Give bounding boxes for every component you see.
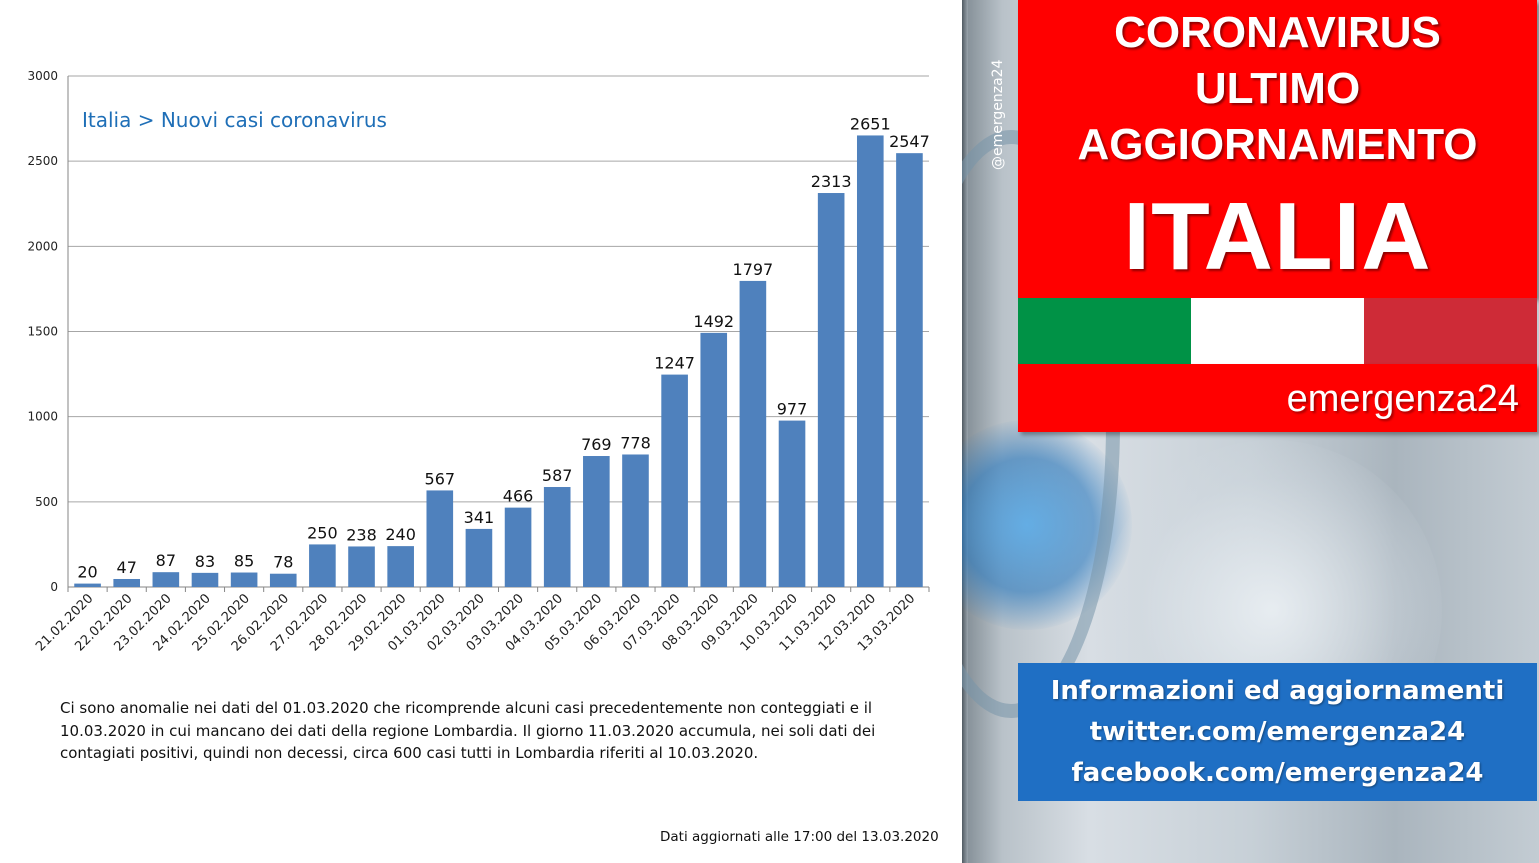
bar — [896, 153, 923, 587]
data-label: 587 — [542, 466, 573, 485]
bar — [230, 572, 258, 587]
data-label: 341 — [464, 508, 495, 527]
bar — [700, 332, 728, 587]
info-heading: Informazioni ed aggiornamenti — [1050, 676, 1505, 706]
flag-white-stripe — [1191, 298, 1364, 364]
bar — [74, 583, 101, 587]
chart-panel: 0 500 1000 1500 2000 2500 3000 20 21.02.2020 47 22… — [27, 69, 939, 845]
data-label: 47 — [117, 558, 137, 577]
handle-watermark: @emergenza24 — [990, 59, 1006, 171]
flag-green-stripe — [1018, 298, 1191, 364]
data-label: 240 — [385, 525, 416, 544]
data-label: 1492 — [693, 312, 734, 331]
bar — [622, 454, 649, 587]
data-label: 85 — [234, 552, 254, 571]
data-anomaly-note: Ci sono anomalie nei dati del 01.03.2020… — [60, 699, 876, 762]
bar — [348, 546, 375, 587]
headline-line-2: ULTIMO — [1194, 64, 1361, 113]
bar — [465, 528, 493, 587]
y-tick-label: 1000 — [27, 410, 58, 424]
bar — [817, 193, 845, 588]
y-tick-label: 3000 — [27, 69, 58, 83]
data-label: 2313 — [811, 172, 852, 191]
y-tick-label: 500 — [35, 495, 58, 509]
bar — [661, 374, 688, 587]
data-label: 238 — [346, 525, 377, 544]
bar — [191, 572, 219, 587]
data-label: 20 — [77, 563, 97, 582]
bar — [387, 546, 414, 587]
bar — [543, 487, 571, 587]
data-label: 567 — [425, 469, 456, 488]
update-timestamp: Dati aggiornati alle 17:00 del 13.03.202… — [660, 829, 939, 845]
y-tick-label: 2000 — [27, 239, 58, 253]
data-label: 2547 — [889, 132, 930, 151]
info-box: Informazioni ed aggiornamenti twitter.co… — [1018, 663, 1537, 801]
data-label: 250 — [307, 523, 338, 542]
bar — [856, 135, 884, 587]
data-label: 977 — [777, 400, 808, 419]
bar — [583, 456, 610, 587]
headline-line-3: AGGIORNAMENTO — [1077, 120, 1478, 169]
bar — [113, 578, 141, 587]
data-label: 1797 — [733, 260, 774, 279]
y-tick-label: 2500 — [27, 154, 58, 168]
brand-name: emergenza24 — [1286, 378, 1519, 420]
y-tick-label: 1500 — [27, 325, 58, 339]
chart-title: Italia > Nuovi casi coronavirus — [82, 108, 387, 132]
data-label: 87 — [156, 551, 176, 570]
data-label: 466 — [503, 487, 534, 506]
facebook-link[interactable]: facebook.com/emergenza24 — [1071, 758, 1484, 788]
brand-box: emergenza24 — [1018, 364, 1537, 432]
bar — [426, 490, 454, 587]
data-label: 769 — [581, 435, 612, 454]
data-label: 1247 — [654, 354, 695, 373]
bar — [778, 420, 806, 587]
data-label: 83 — [195, 552, 215, 571]
headline-box: CORONAVIRUS ULTIMO AGGIORNAMENTO ITALIA — [1018, 0, 1537, 298]
bar — [504, 507, 532, 587]
bar — [739, 280, 767, 587]
data-label: 778 — [620, 433, 651, 452]
twitter-link[interactable]: twitter.com/emergenza24 — [1089, 717, 1466, 747]
data-label: 78 — [273, 553, 293, 572]
banner-panel: @emergenza24 CORONAVIRUS ULTIMO AGGIORNA… — [962, 0, 1539, 863]
bar — [152, 572, 180, 587]
bar — [309, 544, 336, 587]
data-label: 2651 — [850, 114, 891, 133]
headline-country: ITALIA — [1123, 183, 1432, 290]
bar-chart: 0500100015002000250030002021.02.20204722… — [27, 69, 930, 654]
y-tick-label: 0 — [50, 580, 58, 594]
italian-flag — [1018, 298, 1537, 364]
bar — [269, 573, 297, 587]
flag-red-stripe — [1364, 298, 1537, 364]
headline-line-1: CORONAVIRUS — [1114, 8, 1441, 57]
